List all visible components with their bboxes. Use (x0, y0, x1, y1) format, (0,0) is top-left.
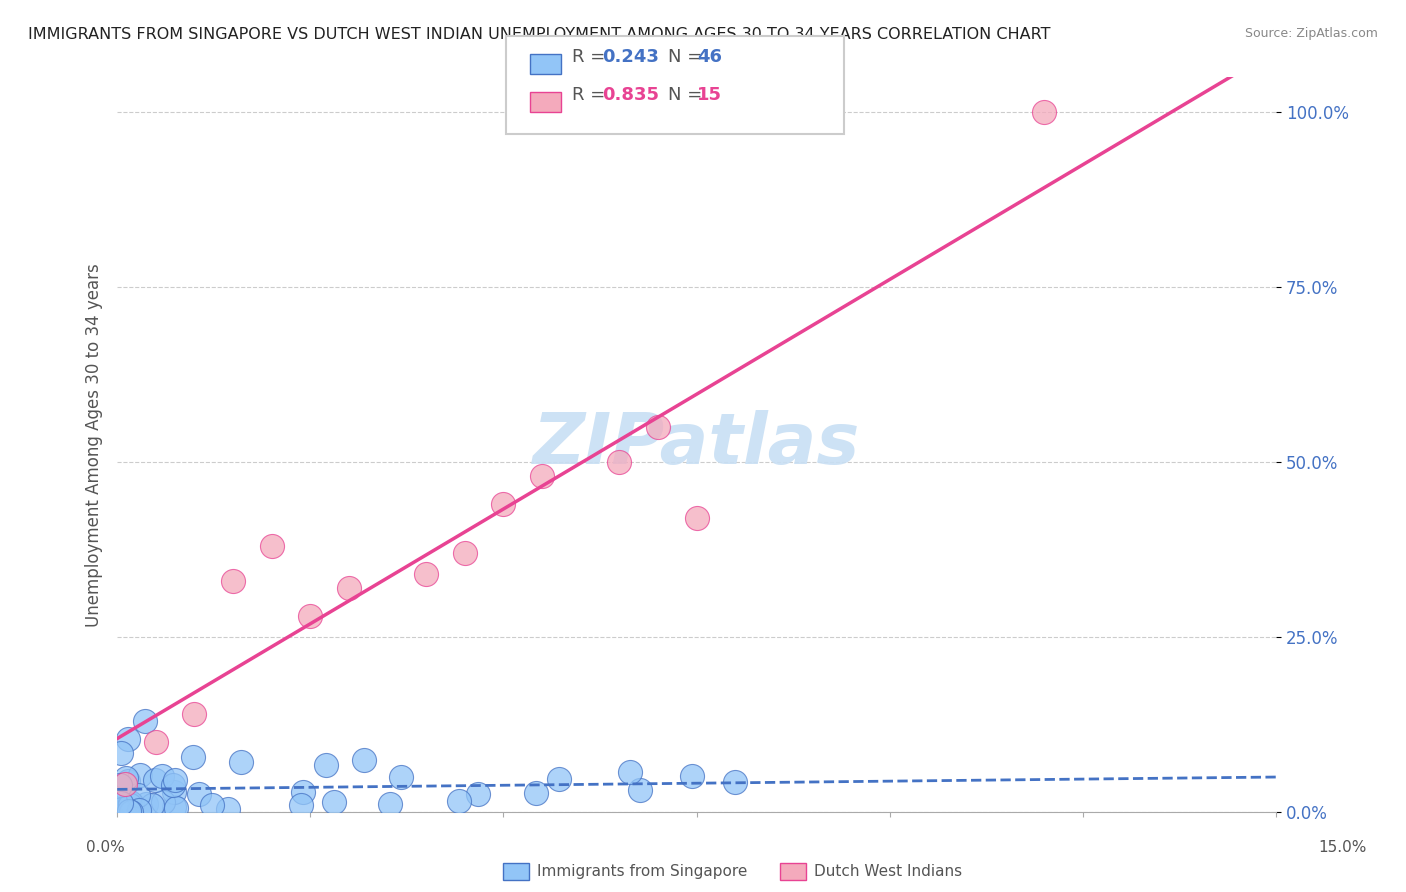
Point (163, 785, 186, 799)
Point (290, 797, 312, 812)
Point (337, 582, 360, 596)
Point (685, 511, 707, 525)
Point (454, 546, 477, 560)
Text: R =: R = (572, 48, 612, 66)
Point (724, 775, 747, 789)
Point (380, 797, 402, 811)
Point (152, 795, 174, 809)
Point (120, 805, 142, 819)
Text: N =: N = (668, 48, 707, 66)
Text: ZIPatlas: ZIPatlas (533, 410, 860, 480)
Point (162, 778, 184, 792)
Point (143, 773, 166, 788)
Text: 15: 15 (697, 86, 723, 103)
Point (114, 777, 136, 791)
Point (110, 747, 132, 761)
Point (163, 772, 186, 787)
Text: R =: R = (572, 86, 612, 103)
Text: 0.0%: 0.0% (86, 840, 125, 855)
Point (389, 770, 412, 784)
Point (181, 750, 204, 764)
Point (121, 797, 143, 811)
Point (128, 803, 150, 817)
Y-axis label: Unemployment Among Ages 30 to 34 years: Unemployment Among Ages 30 to 34 years (86, 263, 103, 627)
Text: Dutch West Indians: Dutch West Indians (814, 864, 962, 879)
Point (299, 609, 322, 624)
Point (260, 540, 283, 554)
Point (609, 455, 631, 469)
Text: N =: N = (668, 86, 707, 103)
Text: Source: ZipAtlas.com: Source: ZipAtlas.com (1244, 27, 1378, 40)
Point (108, 778, 131, 792)
Point (117, 773, 139, 788)
Point (1033, 105, 1056, 120)
Point (183, 707, 205, 722)
Point (231, 755, 253, 769)
Point (165, 800, 187, 814)
Text: IMMIGRANTS FROM SINGAPORE VS DUTCH WEST INDIAN UNEMPLOYMENT AMONG AGES 30 TO 34 : IMMIGRANTS FROM SINGAPORE VS DUTCH WEST … (28, 27, 1050, 42)
Point (492, 498, 515, 512)
Point (217, 801, 239, 815)
Point (353, 753, 375, 767)
Point (201, 798, 224, 813)
Point (292, 785, 315, 799)
Text: 46: 46 (697, 48, 723, 66)
Point (118, 795, 141, 809)
Text: 15.0%: 15.0% (1319, 840, 1367, 855)
Point (187, 787, 209, 801)
Point (315, 758, 337, 772)
Point (127, 789, 149, 803)
Text: 0.835: 0.835 (602, 86, 659, 103)
Point (467, 787, 489, 801)
Point (135, 797, 157, 811)
Point (682, 769, 704, 783)
Point (110, 796, 132, 810)
Point (107, 804, 129, 818)
Point (162, 799, 184, 814)
Point (141, 797, 163, 812)
Point (134, 714, 156, 728)
Point (145, 735, 167, 749)
Point (628, 783, 651, 797)
Point (531, 469, 554, 483)
Point (647, 420, 669, 434)
Point (322, 795, 344, 809)
Point (117, 731, 139, 746)
Point (118, 798, 141, 813)
Point (619, 765, 641, 780)
Point (128, 768, 150, 782)
Point (415, 567, 437, 582)
Point (548, 772, 571, 786)
Text: 0.243: 0.243 (602, 48, 658, 66)
Point (115, 771, 138, 785)
Point (118, 804, 141, 818)
Point (524, 786, 547, 800)
Point (222, 574, 245, 589)
Text: Immigrants from Singapore: Immigrants from Singapore (537, 864, 748, 879)
Point (447, 793, 470, 807)
Point (150, 769, 173, 783)
